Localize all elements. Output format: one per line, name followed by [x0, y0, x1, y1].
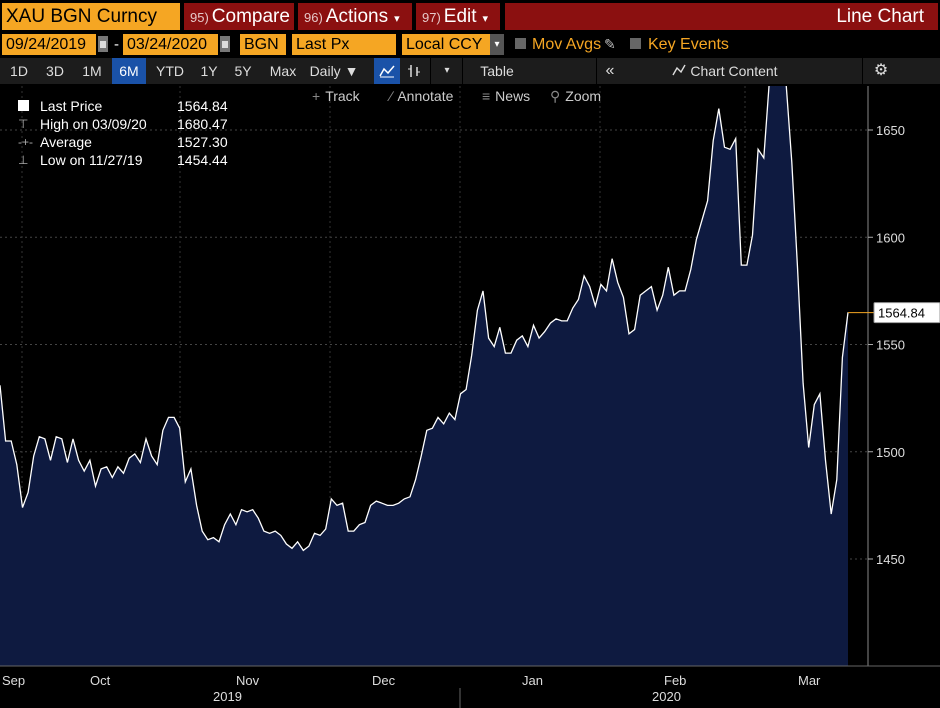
actions-number: 96) [304, 10, 323, 25]
legend-last-price[interactable]: Last Price 1564.84 [12, 97, 228, 116]
range-6m[interactable]: 6M [112, 58, 146, 84]
track-tool[interactable]: + Track [312, 86, 360, 106]
currency-selector[interactable]: Local CCY [402, 34, 490, 55]
crosshair-icon: + [312, 88, 321, 104]
high-marker-icon: ⊤ [18, 117, 29, 131]
calendar-icon[interactable] [98, 36, 108, 52]
range-ytd[interactable]: YTD [156, 63, 184, 79]
chart-content-button[interactable]: Chart Content [665, 58, 785, 84]
mov-avgs-checkbox[interactable] [515, 38, 526, 49]
price-line [0, 86, 849, 552]
legend-last-price-label: Last Price [40, 98, 103, 114]
chevron-down-icon[interactable]: ▾ [490, 34, 504, 55]
legend-low[interactable]: ⊥ Low on 11/27/19 1454.44 [12, 151, 228, 169]
actions-button[interactable]: 96) Actions ▾ [298, 3, 412, 30]
bar-chart-icon[interactable] [402, 58, 426, 84]
x-tick-label: Sep [2, 673, 25, 688]
compare-number: 95) [190, 10, 209, 25]
y-tick-label: 1650 [876, 123, 905, 138]
range-5y[interactable]: 5Y [234, 63, 252, 79]
calendar-icon[interactable] [220, 36, 230, 52]
zoom-label: Zoom [565, 88, 602, 104]
legend-high[interactable]: ⊤ High on 03/09/20 1680.47 [12, 115, 228, 133]
chevron-down-icon: ▾ [394, 13, 400, 25]
legend-average-label: Average [40, 134, 92, 150]
collapse-left-icon[interactable]: « [605, 62, 615, 79]
legend-low-value: 1454.44 [177, 152, 228, 168]
line-chart-icon[interactable] [374, 58, 400, 84]
price-area [0, 86, 848, 666]
annotate-label: Annotate [397, 88, 454, 104]
legend-low-label: Low on 11/27/19 [40, 152, 143, 168]
y-tick-label: 1450 [876, 552, 905, 567]
legend-high-label: High on 03/09/20 [40, 116, 147, 132]
legend-average-value: 1527.30 [177, 134, 228, 150]
edit-button[interactable]: 97) Edit ▾ [416, 3, 500, 30]
x-tick-label: Oct [90, 673, 111, 688]
y-tick-label: 1600 [876, 230, 905, 245]
frequency-dropdown[interactable]: Daily ▼ [308, 58, 360, 84]
caret-down-icon: ▼ [344, 63, 359, 79]
year-label: 2019 [213, 689, 242, 704]
y-tick-label: 1500 [876, 445, 905, 460]
date-range-separator: - [114, 36, 119, 53]
range-1d[interactable]: 1D [10, 63, 28, 79]
range-3d[interactable]: 3D [46, 63, 64, 79]
compare-button[interactable]: 95) Compare [184, 3, 294, 30]
start-date-field[interactable]: 09/24/2019 [2, 34, 96, 55]
search-icon: ⚲ [550, 88, 561, 104]
low-marker-icon: ⊥ [18, 153, 29, 167]
news-icon: ≡ [482, 88, 491, 104]
y-tick-label: 1550 [876, 338, 905, 353]
key-events-checkbox[interactable] [630, 38, 641, 49]
chart-content-label: Chart Content [690, 63, 778, 79]
source-field[interactable]: BGN [240, 34, 286, 55]
x-tick-label: Feb [664, 673, 686, 688]
end-date-field[interactable]: 03/24/2020 [123, 34, 218, 55]
frequency-label: Daily [309, 63, 341, 79]
average-marker-icon: -+- [18, 135, 33, 149]
x-tick-label: Dec [372, 673, 396, 688]
range-max[interactable]: Max [269, 63, 297, 79]
year-label: 2020 [652, 689, 681, 704]
key-events-label[interactable]: Key Events [648, 36, 729, 53]
actions-label: Actions [325, 6, 389, 27]
x-tick-label: Nov [236, 673, 260, 688]
chevron-down-icon[interactable]: ▾ [444, 65, 450, 76]
chart-content-icon [672, 64, 687, 76]
legend-high-value: 1680.47 [177, 116, 228, 132]
x-tick-label: Jan [522, 673, 543, 688]
gear-icon[interactable]: ⚙ [873, 62, 889, 79]
legend-average[interactable]: -+- Average 1527.30 [12, 133, 228, 151]
chevron-down-icon: ▾ [482, 13, 489, 25]
edit-number: 97) [422, 10, 441, 25]
last-price-tag [873, 302, 940, 324]
pencil-icon: ∕ [390, 88, 393, 104]
x-tick-label: Mar [798, 673, 821, 688]
range-1m[interactable]: 1M [82, 63, 102, 79]
track-label: Track [325, 88, 360, 104]
range-1y[interactable]: 1Y [200, 63, 218, 79]
header-bar: XAU BGN Curncy 95) Compare 96) Actions ▾ 97… [0, 0, 940, 32]
compare-label: Compare [211, 6, 290, 27]
table-button[interactable]: Table [480, 63, 514, 79]
edit-label: Edit [443, 6, 477, 27]
range-toolbar: 1D 3D 1M 6M YTD 1Y 5Y Max Daily ▼ ▾ Tabl… [0, 58, 940, 84]
legend-last-price-value: 1564.84 [177, 98, 228, 114]
annotate-tool[interactable]: ∕ Annotate [390, 86, 453, 106]
last-price-tag-label: 1564.84 [878, 306, 925, 321]
security-field[interactable]: XAU BGN Curncy [2, 3, 180, 30]
price-chart[interactable]: 145015001550160016501700 SepOctNovDecJan… [0, 86, 940, 708]
chart-type-title: Line Chart [505, 3, 938, 30]
settings-bar: 09/24/2019 - 03/24/2020 BGN Last Px Loca… [0, 34, 940, 56]
pencil-icon[interactable]: ✎ [604, 36, 616, 52]
news-tool[interactable]: ≡ News [482, 86, 530, 106]
field-selector[interactable]: Last Px [292, 34, 396, 55]
zoom-tool[interactable]: ⚲ Zoom [550, 86, 601, 106]
news-label: News [495, 88, 531, 104]
mov-avgs-label[interactable]: Mov Avgs [532, 36, 602, 53]
chart-legend: Last Price 1564.84 ⊤ High on 03/09/20 16… [12, 97, 228, 169]
square-icon [18, 98, 29, 116]
